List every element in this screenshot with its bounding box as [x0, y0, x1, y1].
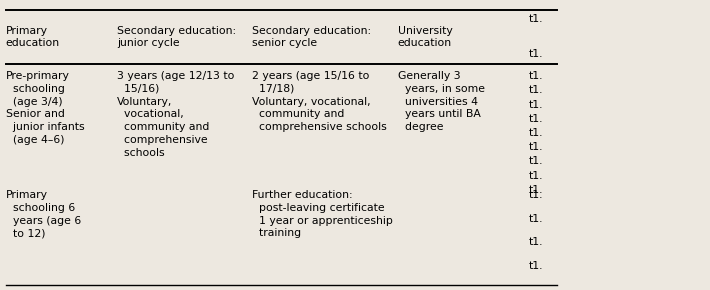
- Text: t1.: t1.: [529, 71, 543, 81]
- Text: t1.: t1.: [529, 142, 543, 152]
- Text: t1.: t1.: [529, 237, 543, 247]
- Text: t1.: t1.: [529, 261, 543, 271]
- Text: Pre-primary
  schooling
  (age 3/4)
Senior and
  junior infants
  (age 4–6): Pre-primary schooling (age 3/4) Senior a…: [6, 71, 84, 145]
- Text: t1.: t1.: [529, 114, 543, 124]
- Text: t1.: t1.: [529, 128, 543, 138]
- Text: t1.: t1.: [529, 157, 543, 166]
- Text: Secondary education:
junior cycle: Secondary education: junior cycle: [117, 26, 236, 48]
- Text: t1.: t1.: [529, 50, 543, 59]
- Text: t1.: t1.: [529, 14, 543, 24]
- Text: Generally 3
  years, in some
  universities 4
  years until BA
  degree: Generally 3 years, in some universities …: [398, 71, 485, 132]
- Text: 3 years (age 12/13 to
  15/16)
Voluntary,
  vocational,
  community and
  compre: 3 years (age 12/13 to 15/16) Voluntary, …: [117, 71, 234, 158]
- Text: Further education:
  post-leaving certificate
  1 year or apprenticeship
  train: Further education: post-leaving certific…: [252, 190, 393, 238]
- Text: Secondary education:
senior cycle: Secondary education: senior cycle: [252, 26, 371, 48]
- Text: t1.: t1.: [529, 190, 543, 200]
- Text: Primary
education: Primary education: [6, 26, 60, 48]
- Text: t1.: t1.: [529, 171, 543, 181]
- Text: t1.: t1.: [529, 185, 543, 195]
- Text: University
education: University education: [398, 26, 452, 48]
- Text: t1.: t1.: [529, 99, 543, 110]
- Text: t1.: t1.: [529, 214, 543, 224]
- Text: 2 years (age 15/16 to
  17/18)
Voluntary, vocational,
  community and
  comprehe: 2 years (age 15/16 to 17/18) Voluntary, …: [252, 71, 387, 132]
- Text: Primary
  schooling 6
  years (age 6
  to 12): Primary schooling 6 years (age 6 to 12): [6, 190, 81, 238]
- Text: t1.: t1.: [529, 85, 543, 95]
